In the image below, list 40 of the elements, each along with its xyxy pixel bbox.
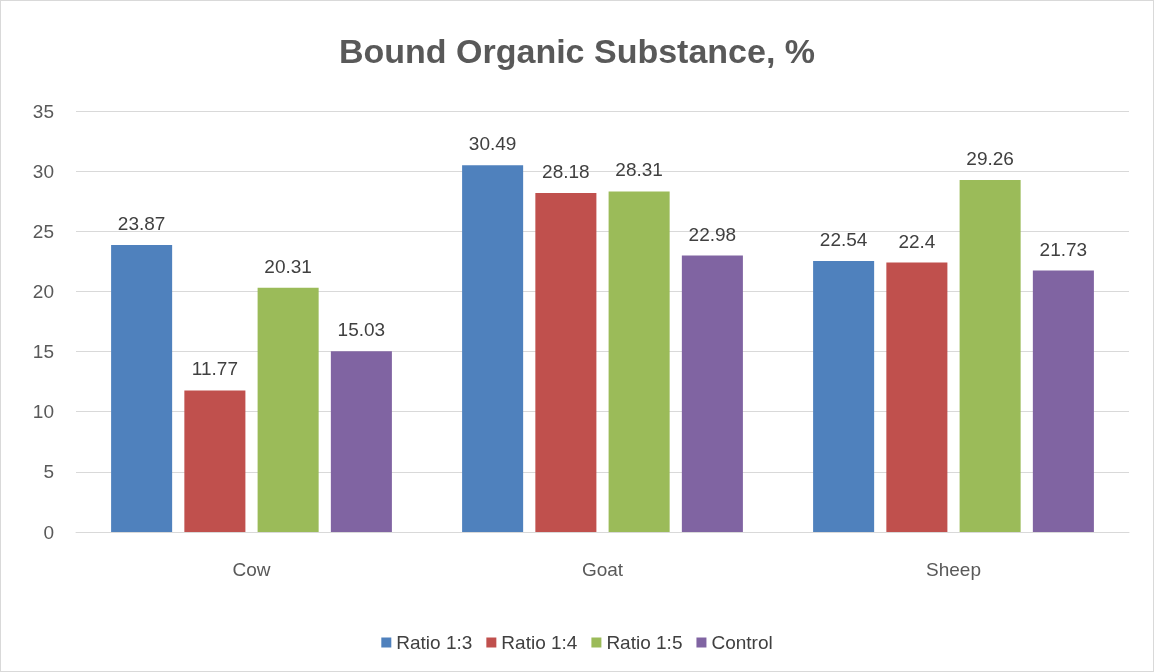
bar (535, 193, 597, 532)
bar (813, 260, 875, 532)
bar (1032, 270, 1094, 532)
data-label: 23.87 (117, 212, 166, 234)
y-tick-label: 10 (32, 401, 54, 423)
bar (681, 255, 743, 532)
data-label: 28.18 (542, 161, 590, 183)
data-label: 20.31 (264, 255, 312, 277)
bar (608, 191, 670, 532)
bar (886, 262, 948, 532)
y-tick-label: 20 (32, 280, 54, 302)
bar (959, 180, 1021, 532)
legend-label: Ratio 1:4 (501, 632, 578, 653)
legend-label: Ratio 1:3 (396, 632, 473, 653)
bar (111, 244, 173, 532)
legend-label: Ratio 1:5 (606, 632, 683, 653)
x-tick-label: Goat (581, 559, 624, 580)
data-label: 22.4 (898, 230, 936, 252)
y-tick-label: 30 (32, 160, 54, 182)
y-tick-label: 15 (32, 341, 54, 363)
legend-label: Control (711, 632, 773, 653)
chart-title: Bound Organic Substance, % (338, 32, 816, 70)
y-tick-label: 25 (32, 220, 54, 242)
x-tick-label: Cow (232, 559, 271, 580)
y-tick-label: 5 (43, 461, 54, 483)
x-tick-label: Sheep (926, 559, 981, 580)
y-tick-label: 35 (32, 100, 54, 122)
bar (330, 351, 392, 532)
data-label: 15.03 (337, 319, 386, 341)
data-label: 22.98 (688, 223, 737, 245)
bar (257, 287, 319, 532)
data-label: 21.73 (1039, 238, 1088, 260)
data-label: 29.26 (966, 148, 1014, 170)
bar (184, 390, 246, 532)
data-label: 22.54 (819, 228, 868, 250)
data-label: 11.77 (191, 358, 238, 380)
data-label: 28.31 (615, 159, 663, 181)
y-tick-label: 0 (43, 521, 54, 543)
data-label: 30.49 (468, 133, 517, 155)
bar (462, 165, 524, 532)
